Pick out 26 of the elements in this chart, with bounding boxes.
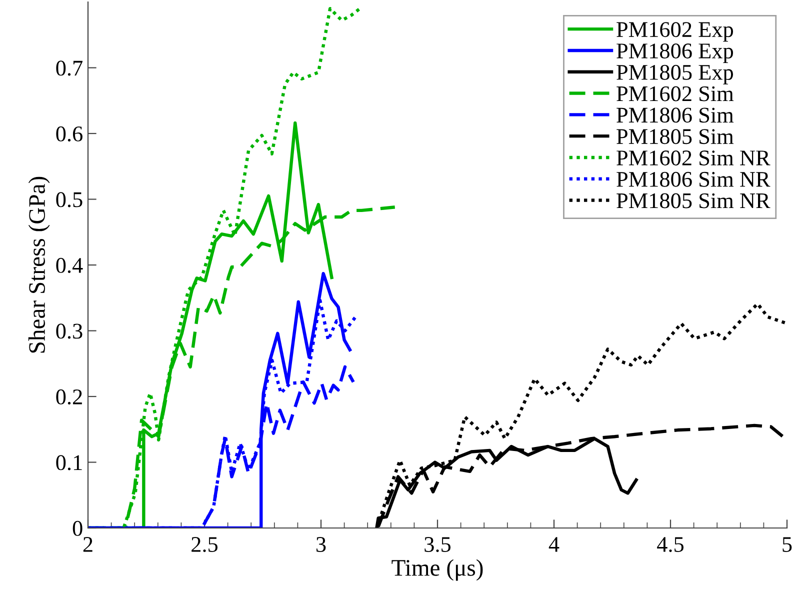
x-tick-label: 2 bbox=[83, 537, 92, 552]
x-tick-label: 4 bbox=[548, 537, 560, 552]
legend-label: PM1805 Sim NR bbox=[616, 193, 770, 208]
legend-label: PM1602 Exp bbox=[616, 22, 734, 42]
x-tick-label: 3.5 bbox=[424, 537, 451, 552]
y-tick-label: 0.5 bbox=[56, 192, 82, 208]
y-tick-label: 0.6 bbox=[56, 126, 82, 142]
x-tick-label: 4.5 bbox=[657, 537, 684, 552]
legend-label: PM1806 Sim NR bbox=[616, 172, 770, 187]
y-tick-label: 0.2 bbox=[56, 389, 82, 405]
y-axis-title: Shear Stress (GPa) bbox=[28, 176, 50, 353]
x-tick-label: 2.5 bbox=[192, 537, 218, 552]
x-tick-label: 5 bbox=[782, 537, 792, 552]
legend-label: PM1602 Sim bbox=[616, 86, 734, 102]
x-tick-label: 3 bbox=[316, 537, 326, 552]
legend-label: PM1805 Exp bbox=[616, 64, 734, 84]
y-tick-label: 0.7 bbox=[56, 60, 82, 76]
y-tick-label: 0.4 bbox=[56, 258, 83, 274]
legend-label: PM1805 Sim bbox=[616, 129, 734, 144]
legend-label: PM1806 Exp bbox=[616, 43, 734, 63]
y-tick-label: 0.3 bbox=[56, 324, 82, 339]
legend-label: PM1602 Sim NR bbox=[616, 150, 770, 166]
x-axis-title: Time (μs) bbox=[392, 559, 483, 581]
legend-label: PM1806 Sim bbox=[616, 108, 734, 123]
y-tick-label: 0 bbox=[72, 520, 82, 536]
y-tick-label: 0.1 bbox=[56, 455, 82, 470]
